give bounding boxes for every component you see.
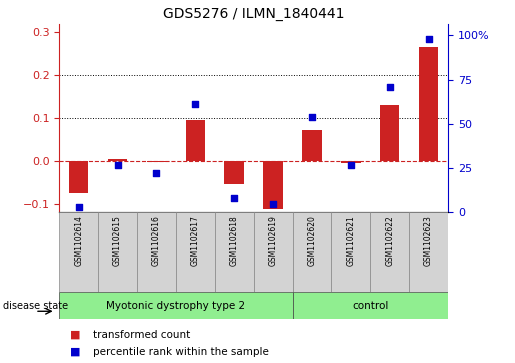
Bar	[253, 212, 293, 292]
Point	[347, 162, 355, 167]
Text: GSM1102617: GSM1102617	[191, 215, 200, 266]
Text: GSM1102622: GSM1102622	[385, 215, 394, 265]
Title: GDS5276 / ILMN_1840441: GDS5276 / ILMN_1840441	[163, 7, 345, 21]
Bar	[59, 292, 293, 319]
Text: percentile rank within the sample: percentile rank within the sample	[93, 347, 269, 357]
Point	[152, 171, 161, 176]
Text: control: control	[352, 301, 388, 311]
Text: ■: ■	[70, 330, 80, 340]
Bar	[69, 161, 89, 193]
Text: GSM1102616: GSM1102616	[152, 215, 161, 266]
Bar	[98, 212, 137, 292]
Point	[230, 195, 238, 201]
Bar	[225, 161, 244, 184]
Text: ■: ■	[70, 347, 80, 357]
Point	[308, 114, 316, 120]
Text: transformed count: transformed count	[93, 330, 190, 340]
Text: GSM1102619: GSM1102619	[269, 215, 278, 266]
Bar	[147, 161, 166, 162]
Bar	[419, 47, 438, 161]
Text: GSM1102620: GSM1102620	[307, 215, 316, 266]
Bar	[293, 212, 332, 292]
Text: Myotonic dystrophy type 2: Myotonic dystrophy type 2	[106, 301, 246, 311]
Bar	[380, 105, 400, 161]
Bar	[341, 161, 360, 163]
Bar	[302, 130, 322, 161]
Text: GSM1102615: GSM1102615	[113, 215, 122, 266]
Bar	[59, 212, 98, 292]
Point	[386, 84, 394, 90]
Bar	[185, 120, 205, 161]
Bar	[293, 292, 448, 319]
Bar	[370, 212, 409, 292]
Point	[113, 162, 122, 167]
Point	[424, 36, 433, 42]
Point	[269, 201, 277, 207]
Bar	[108, 159, 127, 161]
Text: disease state: disease state	[3, 301, 67, 311]
Bar	[409, 212, 448, 292]
Bar	[176, 212, 215, 292]
Point	[75, 204, 83, 210]
Bar	[215, 212, 253, 292]
Text: GSM1102618: GSM1102618	[230, 215, 238, 265]
Bar	[263, 161, 283, 209]
Bar	[332, 212, 370, 292]
Text: GSM1102614: GSM1102614	[74, 215, 83, 266]
Point	[191, 102, 199, 107]
Bar	[137, 212, 176, 292]
Text: GSM1102621: GSM1102621	[347, 215, 355, 265]
Text: GSM1102623: GSM1102623	[424, 215, 433, 266]
